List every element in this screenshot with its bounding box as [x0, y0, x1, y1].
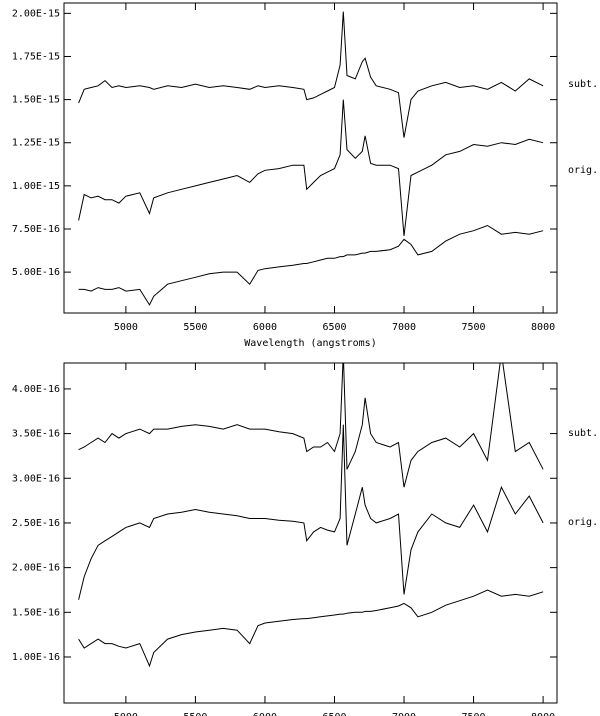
curve-annotation: subt.: [568, 79, 598, 90]
spectrum-line: [78, 224, 544, 306]
y-tick-label: 1.25E-15: [12, 138, 60, 149]
y-tick-label: 1.50E-16: [12, 607, 60, 618]
x-tick-label: 6500: [322, 712, 346, 716]
x-tick-label: 7500: [462, 322, 486, 333]
curve-annotation: subt.: [568, 428, 598, 439]
x-tick-label: 6000: [253, 712, 277, 716]
x-tick-label: 7500: [462, 712, 486, 716]
spectrum-line: [78, 589, 544, 668]
x-tick-label: 6000: [253, 322, 277, 333]
x-tick-label: 5000: [114, 322, 138, 333]
y-tick-label: 1.75E-15: [12, 51, 60, 62]
spectrum-line: [78, 11, 544, 138]
curve-annotation: orig.: [568, 517, 598, 528]
y-tick-label: 1.00E-15: [12, 181, 60, 192]
spectrum-line: [78, 99, 544, 236]
y-tick-label: 1.50E-15: [12, 95, 60, 106]
plot-area: [78, 11, 544, 306]
x-tick-label: 8000: [531, 712, 555, 716]
y-tick-label: 4.00E-16: [12, 384, 60, 395]
y-tick-label: 1.00E-16: [12, 652, 60, 663]
x-tick-label: 5000: [114, 712, 138, 716]
y-tick-label: 7.50E-16: [12, 224, 60, 235]
plot-frame: [63, 2, 558, 314]
plot-frame: [63, 362, 558, 704]
curve-annotation: orig.: [568, 165, 598, 176]
y-tick-label: 5.00E-16: [12, 267, 60, 278]
x-tick-label: 5500: [183, 712, 207, 716]
x-axis-label: Wavelength (angstroms): [244, 338, 376, 349]
x-tick-label: 5500: [183, 322, 207, 333]
x-tick-label: 7000: [392, 712, 416, 716]
y-tick-label: 3.50E-16: [12, 429, 60, 440]
spectrum-line: [78, 424, 544, 600]
y-tick-label: 2.00E-16: [12, 563, 60, 574]
plot-area: [78, 363, 544, 668]
spectrum-line: [78, 363, 544, 488]
x-tick-label: 8000: [531, 322, 555, 333]
y-tick-label: 2.00E-15: [12, 8, 60, 19]
x-tick-label: 7000: [392, 322, 416, 333]
y-tick-label: 2.50E-16: [12, 518, 60, 529]
x-tick-label: 6500: [322, 322, 346, 333]
y-tick-label: 3.00E-16: [12, 473, 60, 484]
